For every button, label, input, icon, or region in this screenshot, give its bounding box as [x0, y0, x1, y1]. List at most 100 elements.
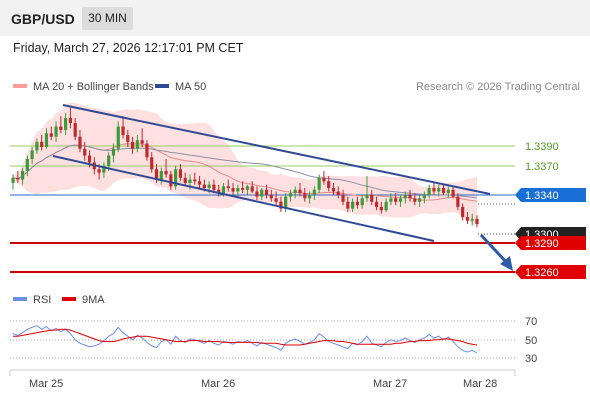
candle [470, 213, 474, 226]
candle-body [394, 198, 398, 202]
candle [437, 184, 441, 197]
candle-body [264, 189, 269, 195]
candle-body [64, 117, 68, 130]
candle-body [59, 126, 63, 130]
candle [193, 172, 197, 185]
candle [327, 176, 331, 192]
candle-body [365, 194, 369, 199]
candle-body [303, 193, 307, 199]
symbol-title: GBP/USD [11, 11, 75, 27]
candle-body [427, 188, 431, 195]
candle-body [260, 189, 264, 197]
candle [384, 198, 388, 212]
candle [279, 196, 283, 212]
candle [236, 184, 240, 199]
svg-text:1.3290: 1.3290 [525, 238, 559, 250]
candle [274, 191, 278, 206]
rsi-ma-legend-label: 9MA [82, 294, 105, 306]
candle-body [456, 196, 460, 207]
candle [422, 191, 426, 204]
candle [288, 189, 293, 202]
candle [341, 189, 345, 206]
candle-body [221, 186, 226, 194]
candle [68, 105, 73, 129]
candle [102, 162, 106, 178]
candle-body [150, 157, 154, 170]
candle [379, 201, 383, 214]
candle [217, 184, 221, 197]
rsi-panel [12, 325, 478, 354]
svg-text:1.3340: 1.3340 [525, 190, 559, 202]
candle [465, 211, 470, 224]
candle-body [102, 165, 106, 173]
header-bar: GBP/USD 30 MIN [0, 0, 590, 36]
ma50-legend-label: MA 50 [175, 81, 206, 93]
rsi-ma-legend-swatch [62, 297, 76, 301]
ma20-legend-label: MA 20 + Bollinger Bands [33, 81, 154, 93]
x-tick-mar25: Mar 25 [29, 378, 63, 390]
pivot-price-tag: 1.3340 [515, 188, 586, 202]
candle [197, 176, 202, 189]
x-tick-mar27: Mar 27 [373, 378, 407, 390]
rsi-ma-line [13, 328, 478, 346]
candle-body [403, 194, 407, 199]
candle-body [97, 169, 101, 173]
candle [150, 152, 154, 173]
channel-lower-line [52, 155, 435, 242]
candle [44, 128, 49, 149]
timestamp: Friday, March 27, 2026 12:17:01 PM CET [13, 41, 244, 55]
candle [178, 164, 183, 182]
projection-arrow-shaft [479, 233, 510, 266]
candle [83, 141, 87, 161]
rsi-level-70: 70 [525, 316, 537, 328]
candle-body [212, 184, 216, 190]
candle [241, 181, 245, 194]
candle-body [370, 194, 374, 202]
candle-body [164, 170, 168, 175]
candle-body [16, 177, 20, 180]
candle-body [307, 194, 312, 199]
candle-body [379, 206, 383, 211]
candle [417, 194, 422, 207]
candle-body [49, 133, 53, 137]
candle-body [288, 193, 293, 197]
candle-body [250, 186, 254, 192]
candle [355, 196, 360, 209]
candle-body [389, 198, 393, 202]
candle [111, 143, 116, 163]
candle-body [245, 186, 249, 190]
candle-body [140, 140, 144, 144]
candle-body [298, 189, 302, 194]
candle [389, 193, 393, 206]
candle [264, 184, 269, 199]
candle-body [293, 189, 297, 194]
candle-body [417, 198, 422, 202]
interval-button[interactable]: 30 MIN [82, 7, 133, 30]
candle-body [317, 177, 321, 190]
candle-body [11, 177, 15, 183]
bollinger-bands [13, 102, 477, 226]
candle-body [346, 201, 350, 209]
candle-body [121, 126, 125, 136]
candle [250, 181, 254, 194]
candle-body [111, 148, 116, 156]
candle [269, 189, 273, 202]
candle [298, 182, 302, 197]
candle [408, 189, 412, 202]
rsi-level-50: 50 [525, 335, 537, 347]
candle [451, 186, 455, 199]
candle-body [197, 181, 202, 185]
candle [312, 186, 316, 201]
candle [446, 186, 450, 199]
candle-body [231, 188, 235, 192]
candle-body [20, 170, 25, 180]
candle-body [441, 188, 446, 194]
candle [135, 135, 139, 153]
candle-body [327, 181, 331, 189]
candle [20, 167, 25, 185]
candle-body [432, 188, 436, 192]
candle [116, 121, 120, 153]
candle-body [174, 169, 178, 187]
candle-body [202, 184, 206, 189]
